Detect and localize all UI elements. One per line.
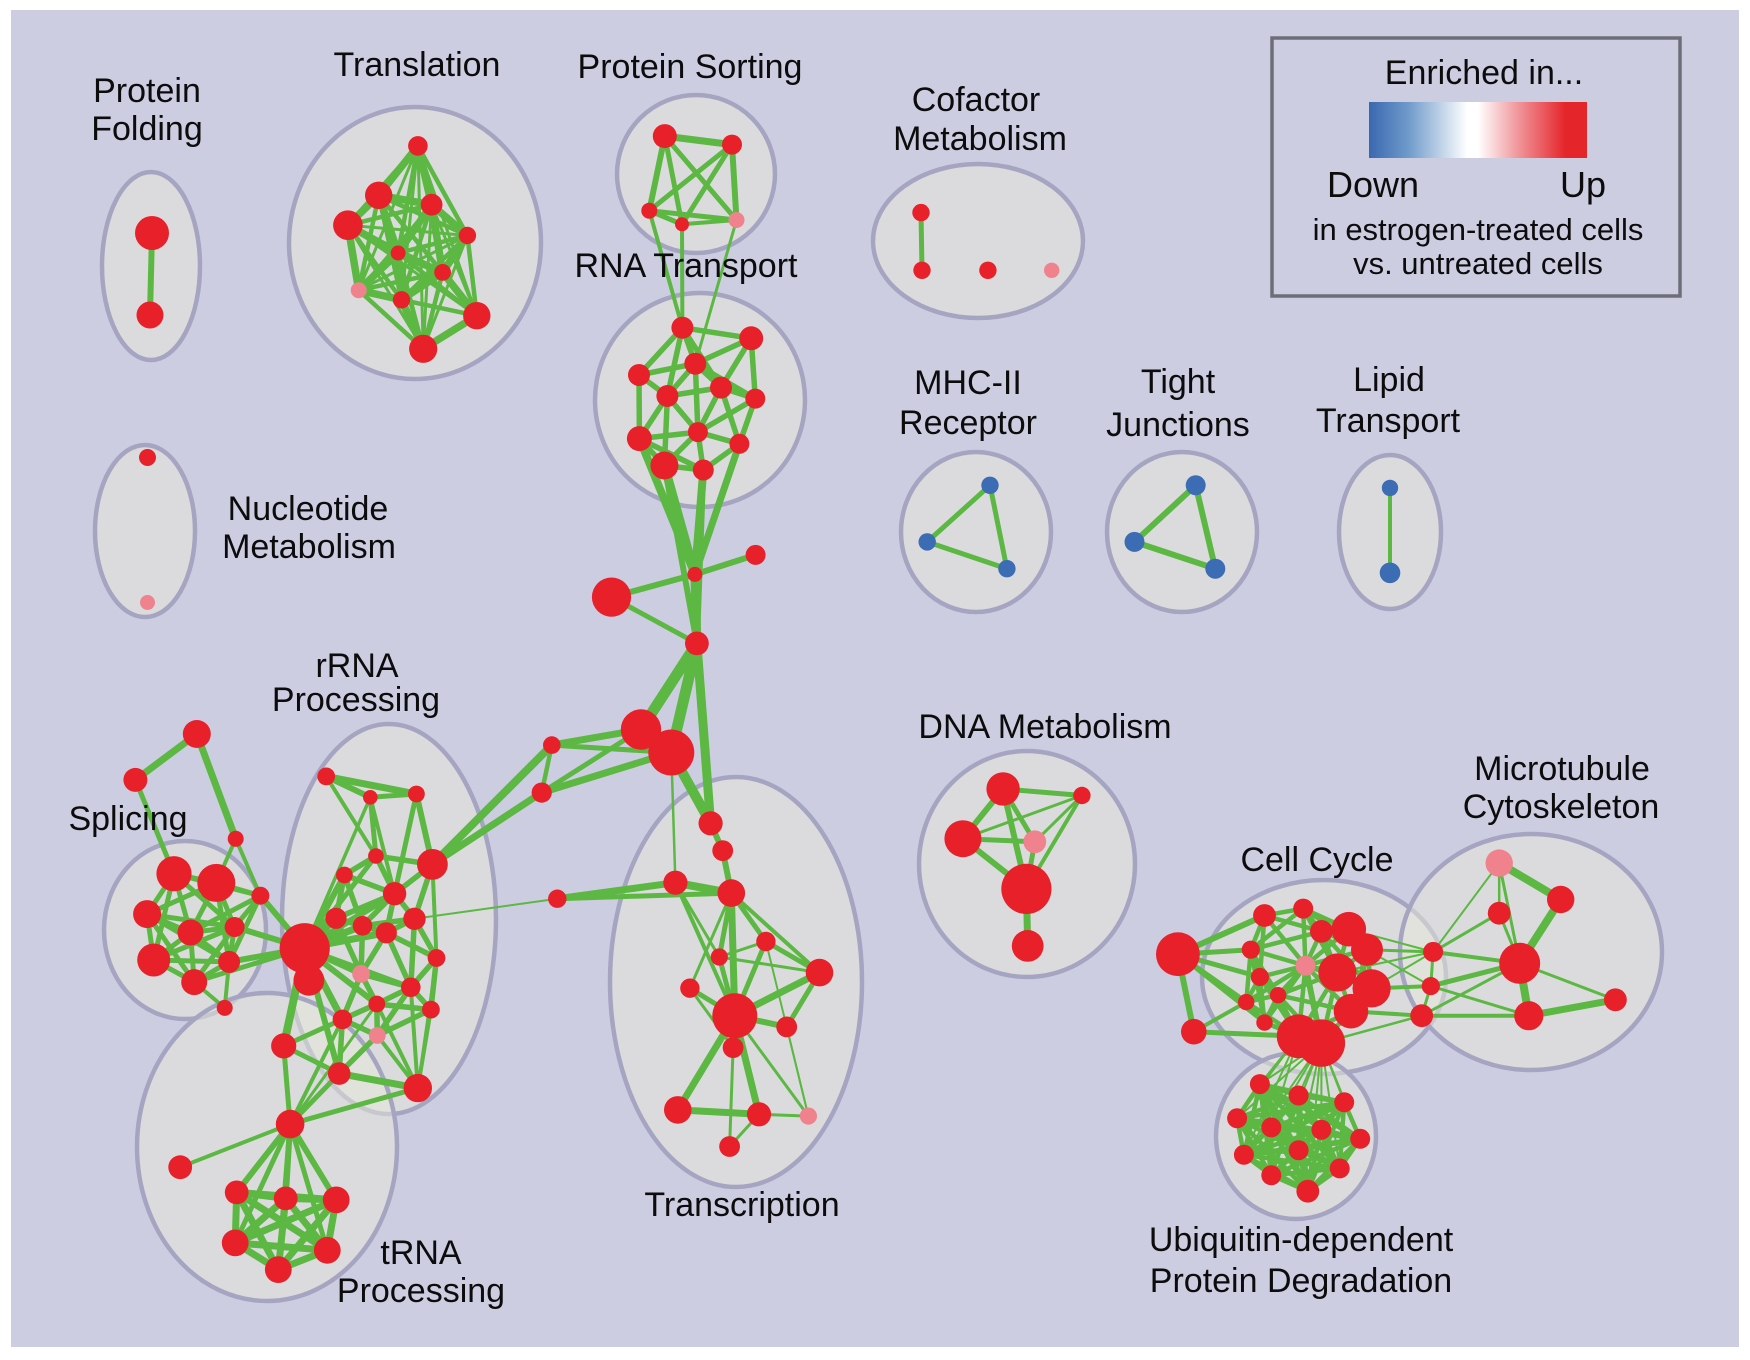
- svg-text:Tight: Tight: [1141, 363, 1216, 401]
- svg-text:Protein Sorting: Protein Sorting: [578, 48, 803, 86]
- svg-text:Cell Cycle: Cell Cycle: [1240, 841, 1393, 879]
- svg-text:tRNA: tRNA: [380, 1234, 462, 1272]
- svg-text:Lipid: Lipid: [1353, 361, 1425, 399]
- svg-text:Receptor: Receptor: [899, 404, 1037, 442]
- svg-text:Metabolism: Metabolism: [893, 120, 1067, 158]
- svg-text:Processing: Processing: [272, 681, 440, 719]
- svg-text:Splicing: Splicing: [68, 800, 187, 838]
- svg-text:Junctions: Junctions: [1106, 406, 1250, 444]
- svg-text:Cofactor: Cofactor: [912, 81, 1041, 119]
- svg-text:vs. untreated cells: vs. untreated cells: [1353, 246, 1603, 281]
- svg-text:Protein Degradation: Protein Degradation: [1150, 1262, 1452, 1300]
- svg-text:Down: Down: [1327, 164, 1419, 205]
- svg-text:Processing: Processing: [337, 1272, 505, 1310]
- svg-text:Metabolism: Metabolism: [222, 528, 396, 566]
- svg-text:Ubiquitin-dependent: Ubiquitin-dependent: [1149, 1221, 1454, 1259]
- svg-text:in estrogen-treated cells: in estrogen-treated cells: [1313, 212, 1644, 247]
- svg-text:Up: Up: [1560, 164, 1606, 205]
- svg-text:DNA Metabolism: DNA Metabolism: [918, 708, 1171, 746]
- svg-text:RNA Transport: RNA Transport: [575, 247, 799, 285]
- svg-text:MHC-II: MHC-II: [914, 364, 1022, 402]
- svg-text:Nucleotide: Nucleotide: [228, 490, 389, 528]
- svg-text:Microtubule: Microtubule: [1474, 750, 1650, 788]
- svg-text:Transcription: Transcription: [644, 1186, 839, 1224]
- svg-text:Transport: Transport: [1316, 402, 1461, 440]
- svg-text:Translation: Translation: [334, 46, 501, 84]
- svg-text:Enriched in...: Enriched in...: [1385, 54, 1583, 92]
- svg-text:Folding: Folding: [91, 110, 203, 148]
- svg-text:Cytoskeleton: Cytoskeleton: [1463, 788, 1660, 826]
- svg-text:rRNA: rRNA: [315, 647, 398, 685]
- svg-text:Protein: Protein: [93, 72, 201, 110]
